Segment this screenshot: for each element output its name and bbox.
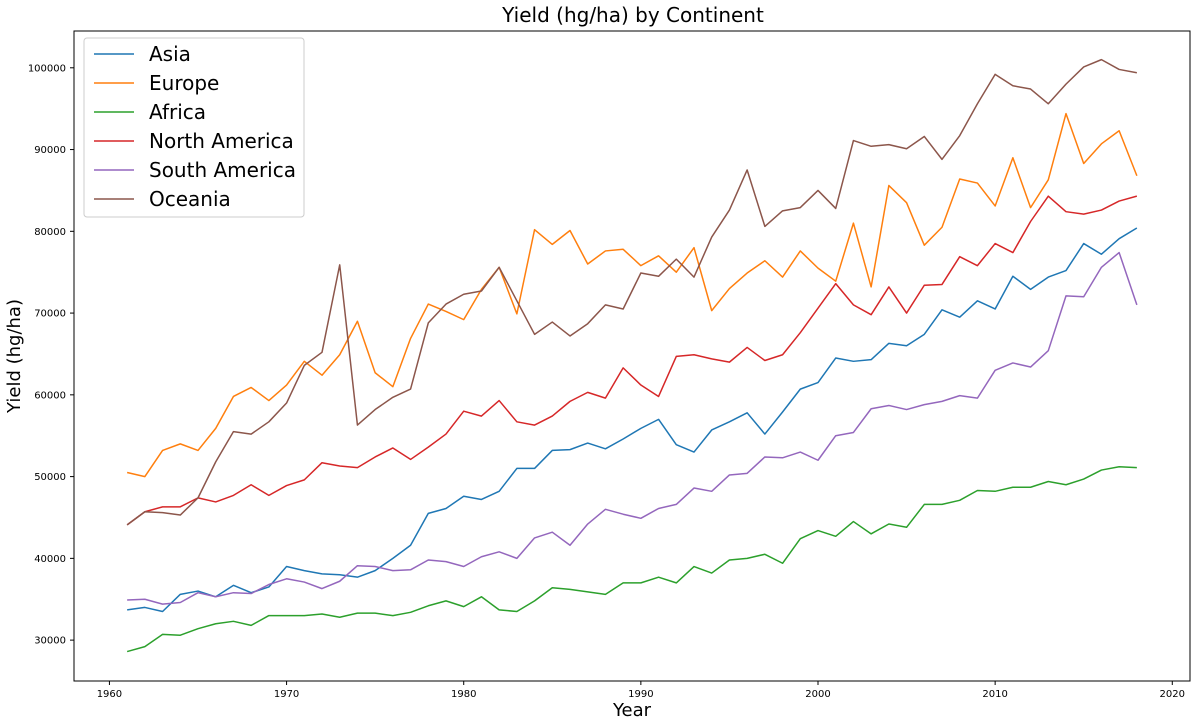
legend-label-south-america: South America xyxy=(149,158,296,182)
x-axis-title: Year xyxy=(612,700,652,721)
x-tick-label: 2000 xyxy=(805,689,830,700)
plot-frame xyxy=(73,30,1191,682)
y-tick-label: 40000 xyxy=(34,554,66,565)
series-line-asia xyxy=(127,227,1138,613)
y-tick-label: 80000 xyxy=(34,227,66,238)
y-tick-label: 90000 xyxy=(34,145,66,156)
series-line-europe xyxy=(126,112,1138,478)
x-tick-label: 2010 xyxy=(982,689,1007,700)
y-tick-label: 60000 xyxy=(34,390,66,401)
legend-label-north-america: North America xyxy=(149,129,294,153)
legend-label-europe: Europe xyxy=(149,71,219,95)
legend-label-oceania: Oceania xyxy=(149,187,231,211)
legend-label-africa: Africa xyxy=(149,100,206,124)
legend-box xyxy=(83,37,305,218)
legend-items: Asia Europe Africa North America South Ameri… xyxy=(94,42,296,211)
y-tick-label: 50000 xyxy=(34,472,66,483)
x-tick-label: 1960 xyxy=(97,689,122,700)
series-line-north-america xyxy=(126,195,1138,526)
x-tick-label: 1980 xyxy=(451,689,476,700)
series-line-south-america xyxy=(127,251,1138,605)
series-line-oceania xyxy=(126,58,1137,526)
x-axis: 1960 1970 1980 1990 2000 2010 2020 xyxy=(97,681,1185,700)
plot-area xyxy=(73,30,1191,682)
y-axis-title: Yield (hg/ha) xyxy=(4,299,25,414)
legend: Asia Europe Africa North America South Ameri… xyxy=(83,37,305,218)
y-tick-label: 100000 xyxy=(28,63,66,74)
series-line-africa xyxy=(126,466,1137,653)
x-tick-label: 1990 xyxy=(628,689,653,700)
x-tick-label: 2020 xyxy=(1160,689,1185,700)
series-layer xyxy=(126,58,1138,653)
legend-label-asia: Asia xyxy=(149,42,191,66)
y-tick-label: 30000 xyxy=(34,636,66,647)
chart-title: Yield (hg/ha) by Continent xyxy=(501,3,764,27)
x-tick-label: 1970 xyxy=(274,689,299,700)
y-axis: 30000 40000 50000 60000 70000 80000 90000 10000… xyxy=(28,63,74,647)
y-tick-label: 70000 xyxy=(34,309,66,320)
